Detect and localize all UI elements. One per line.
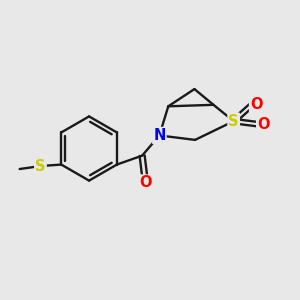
- Text: O: O: [250, 97, 262, 112]
- Text: N: N: [153, 128, 166, 143]
- Text: S: S: [228, 114, 239, 129]
- Text: S: S: [35, 158, 46, 173]
- Text: O: O: [257, 117, 270, 132]
- Text: O: O: [139, 176, 152, 190]
